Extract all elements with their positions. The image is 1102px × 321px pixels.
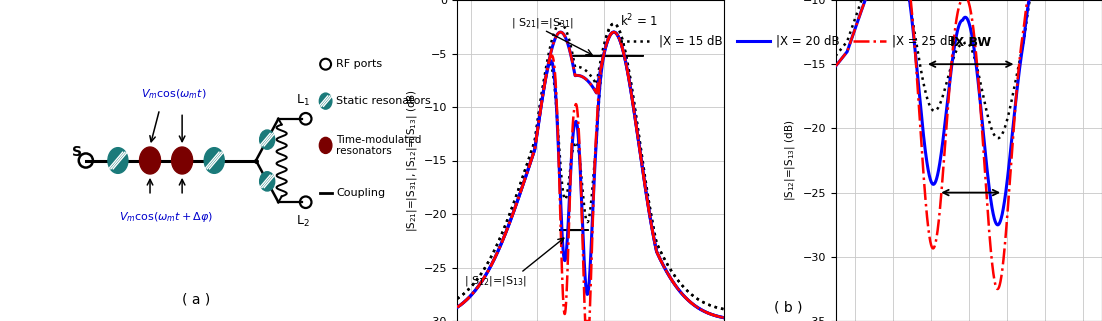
- Text: Coupling: Coupling: [336, 188, 386, 198]
- Ellipse shape: [320, 93, 332, 109]
- Ellipse shape: [172, 147, 193, 174]
- Ellipse shape: [108, 148, 128, 173]
- Text: $V_m \cos(\omega_m t + \Delta\varphi)$: $V_m \cos(\omega_m t + \Delta\varphi)$: [119, 210, 213, 224]
- Text: Time-modulated
resonators: Time-modulated resonators: [336, 134, 422, 156]
- Y-axis label: |S$_{12}$|=|S$_{13}$| (dB): |S$_{12}$|=|S$_{13}$| (dB): [782, 120, 797, 201]
- Ellipse shape: [260, 172, 274, 191]
- Text: ( a ): ( a ): [183, 292, 210, 307]
- Ellipse shape: [140, 147, 161, 174]
- Ellipse shape: [260, 130, 274, 149]
- Text: L$_2$: L$_2$: [296, 213, 310, 229]
- Text: IX BW: IX BW: [950, 36, 992, 49]
- Text: RF ports: RF ports: [336, 59, 382, 69]
- Text: $V_m \cos(\omega_m t)$: $V_m \cos(\omega_m t)$: [141, 88, 207, 101]
- Text: L$_1$: L$_1$: [296, 92, 310, 108]
- Text: Static resonators: Static resonators: [336, 96, 431, 106]
- Text: | S$_{21}$|=|S$_{31}$|: | S$_{21}$|=|S$_{31}$|: [510, 16, 574, 30]
- Legend: |X = 15 dB, |X = 20 dB, |X = 25 dB: |X = 15 dB, |X = 20 dB, |X = 25 dB: [615, 7, 961, 52]
- Y-axis label: |S$_{21}$|=|S$_{31}$|, |S$_{12}$|=|S$_{13}$| (dB): |S$_{21}$|=|S$_{31}$|, |S$_{12}$|=|S$_{1…: [404, 89, 419, 232]
- Text: S: S: [72, 144, 83, 159]
- Ellipse shape: [204, 148, 224, 173]
- Text: ( b ): ( b ): [774, 300, 802, 315]
- Ellipse shape: [320, 137, 332, 153]
- Text: | S$_{12}$|=|S$_{13}$|: | S$_{12}$|=|S$_{13}$|: [464, 274, 527, 288]
